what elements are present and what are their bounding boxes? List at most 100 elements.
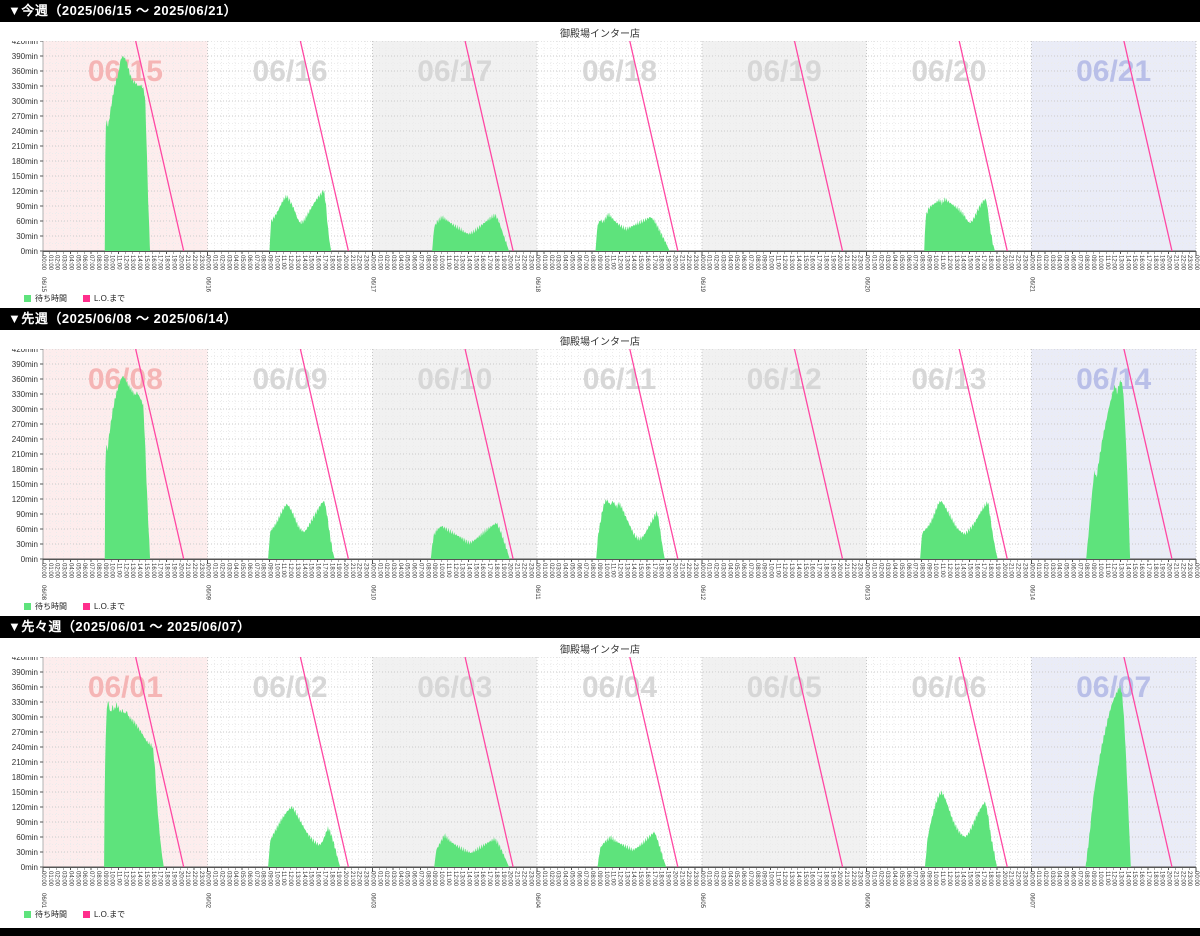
svg-text:18:00: 18:00 <box>1152 563 1158 579</box>
svg-text:03:00: 03:00 <box>225 255 231 271</box>
svg-text:17:00: 17:00 <box>980 563 986 579</box>
svg-text:19:00: 19:00 <box>1159 255 1165 271</box>
svg-text:13:00: 13:00 <box>459 563 465 579</box>
week-section-last: ▼先週（2025/06/08 〜 2025/06/14） 御殿場インター店 06… <box>0 308 1200 612</box>
svg-text:01:00: 01:00 <box>870 255 876 271</box>
svg-text:15:00: 15:00 <box>143 563 149 579</box>
svg-text:15:00: 15:00 <box>472 563 478 579</box>
svg-text:06/05: 06/05 <box>747 671 822 704</box>
svg-text:16:00: 16:00 <box>150 871 156 887</box>
svg-text:21:00: 21:00 <box>1008 255 1014 271</box>
svg-text:390min: 390min <box>12 52 38 61</box>
svg-text:08:00: 08:00 <box>260 563 266 579</box>
svg-text:10:00: 10:00 <box>438 563 444 579</box>
svg-text:01:00: 01:00 <box>376 563 382 579</box>
svg-text:0min: 0min <box>21 863 38 872</box>
svg-text:01:00: 01:00 <box>706 255 712 271</box>
svg-text:14:00: 14:00 <box>466 871 472 887</box>
svg-text:21:00: 21:00 <box>843 871 849 887</box>
svg-text:150min: 150min <box>12 172 38 181</box>
svg-text:07:00: 07:00 <box>417 563 423 579</box>
svg-text:07:00: 07:00 <box>417 871 423 887</box>
svg-text:17:00: 17:00 <box>321 563 327 579</box>
svg-text:02:00: 02:00 <box>1042 255 1048 271</box>
svg-text:90min: 90min <box>16 202 38 211</box>
svg-text:06/09: 06/09 <box>205 585 211 601</box>
svg-text:09:00: 09:00 <box>1090 563 1096 579</box>
svg-text:02:00: 02:00 <box>1042 871 1048 887</box>
chart-legend: 待ち時間 L.O.まで <box>24 601 1200 612</box>
svg-text:19:00: 19:00 <box>994 871 1000 887</box>
svg-text:18:00: 18:00 <box>164 871 170 887</box>
svg-text:12:00: 12:00 <box>781 563 787 579</box>
svg-text:07:00: 07:00 <box>1076 255 1082 271</box>
svg-text:16:00: 16:00 <box>973 255 979 271</box>
svg-text:12:00: 12:00 <box>781 255 787 271</box>
svg-text:08:00: 08:00 <box>260 255 266 271</box>
section-header-last-week[interactable]: ▼先週（2025/06/08 〜 2025/06/14） <box>0 308 1200 330</box>
svg-text:0min: 0min <box>21 555 38 564</box>
svg-text:21:00: 21:00 <box>1008 563 1014 579</box>
svg-text:08:00: 08:00 <box>1083 255 1089 271</box>
svg-text:19:00: 19:00 <box>170 255 176 271</box>
svg-text:05:00: 05:00 <box>568 563 574 579</box>
svg-text:06/10: 06/10 <box>369 585 375 601</box>
svg-text:19:00: 19:00 <box>170 871 176 887</box>
svg-text:13:00: 13:00 <box>294 255 300 271</box>
svg-text:13:00: 13:00 <box>788 255 794 271</box>
svg-text:00:00: 00:00 <box>534 563 540 579</box>
svg-text:14:00: 14:00 <box>136 871 142 887</box>
svg-text:12:00: 12:00 <box>287 871 293 887</box>
svg-text:12:00: 12:00 <box>946 871 952 887</box>
svg-text:18:00: 18:00 <box>328 255 334 271</box>
svg-text:23:00: 23:00 <box>198 255 204 271</box>
svg-text:04:00: 04:00 <box>397 871 403 887</box>
svg-text:13:00: 13:00 <box>788 871 794 887</box>
svg-text:12:00: 12:00 <box>287 255 293 271</box>
svg-text:20:00: 20:00 <box>836 563 842 579</box>
svg-text:03:00: 03:00 <box>884 563 890 579</box>
svg-text:02:00: 02:00 <box>877 255 883 271</box>
svg-text:16:00: 16:00 <box>809 563 815 579</box>
svg-text:11:00: 11:00 <box>280 563 286 578</box>
svg-text:19:00: 19:00 <box>335 255 341 271</box>
svg-text:03:00: 03:00 <box>390 563 396 579</box>
footer-bar <box>0 928 1200 936</box>
svg-text:06:00: 06:00 <box>905 563 911 579</box>
svg-text:12:00: 12:00 <box>452 871 458 887</box>
svg-text:19:00: 19:00 <box>1159 563 1165 579</box>
svg-text:04:00: 04:00 <box>1056 563 1062 579</box>
svg-text:19:00: 19:00 <box>1159 871 1165 887</box>
svg-text:19:00: 19:00 <box>665 871 671 887</box>
svg-text:14:00: 14:00 <box>960 563 966 579</box>
svg-text:09:00: 09:00 <box>102 255 108 271</box>
svg-text:09:00: 09:00 <box>431 563 437 579</box>
svg-text:08:00: 08:00 <box>1083 871 1089 887</box>
svg-text:02:00: 02:00 <box>383 255 389 271</box>
svg-text:60min: 60min <box>16 833 38 842</box>
svg-text:08:00: 08:00 <box>918 871 924 887</box>
svg-text:18:00: 18:00 <box>493 255 499 271</box>
svg-text:01:00: 01:00 <box>212 871 218 887</box>
svg-text:13:00: 13:00 <box>129 255 135 271</box>
section-header-this-week[interactable]: ▼今週（2025/06/15 〜 2025/06/21） <box>0 0 1200 22</box>
svg-text:14:00: 14:00 <box>630 871 636 887</box>
svg-text:21:00: 21:00 <box>1172 563 1178 579</box>
svg-text:03:00: 03:00 <box>555 255 561 271</box>
svg-text:06/18: 06/18 <box>582 55 657 88</box>
svg-text:01:00: 01:00 <box>541 563 547 579</box>
svg-text:10:00: 10:00 <box>1097 871 1103 887</box>
svg-text:03:00: 03:00 <box>884 255 890 271</box>
svg-text:00:00: 00:00 <box>534 255 540 271</box>
svg-text:11:00: 11:00 <box>774 255 780 270</box>
svg-text:06/07: 06/07 <box>1076 671 1151 704</box>
svg-text:11:00: 11:00 <box>610 255 616 270</box>
svg-text:19:00: 19:00 <box>829 255 835 271</box>
svg-text:19:00: 19:00 <box>829 871 835 887</box>
svg-text:06/12: 06/12 <box>699 585 705 601</box>
svg-text:21:00: 21:00 <box>678 871 684 887</box>
svg-text:09:00: 09:00 <box>102 563 108 579</box>
section-header-two-weeks-ago[interactable]: ▼先々週（2025/06/01 〜 2025/06/07） <box>0 616 1200 638</box>
svg-text:16:00: 16:00 <box>973 871 979 887</box>
svg-text:23:00: 23:00 <box>527 871 533 887</box>
